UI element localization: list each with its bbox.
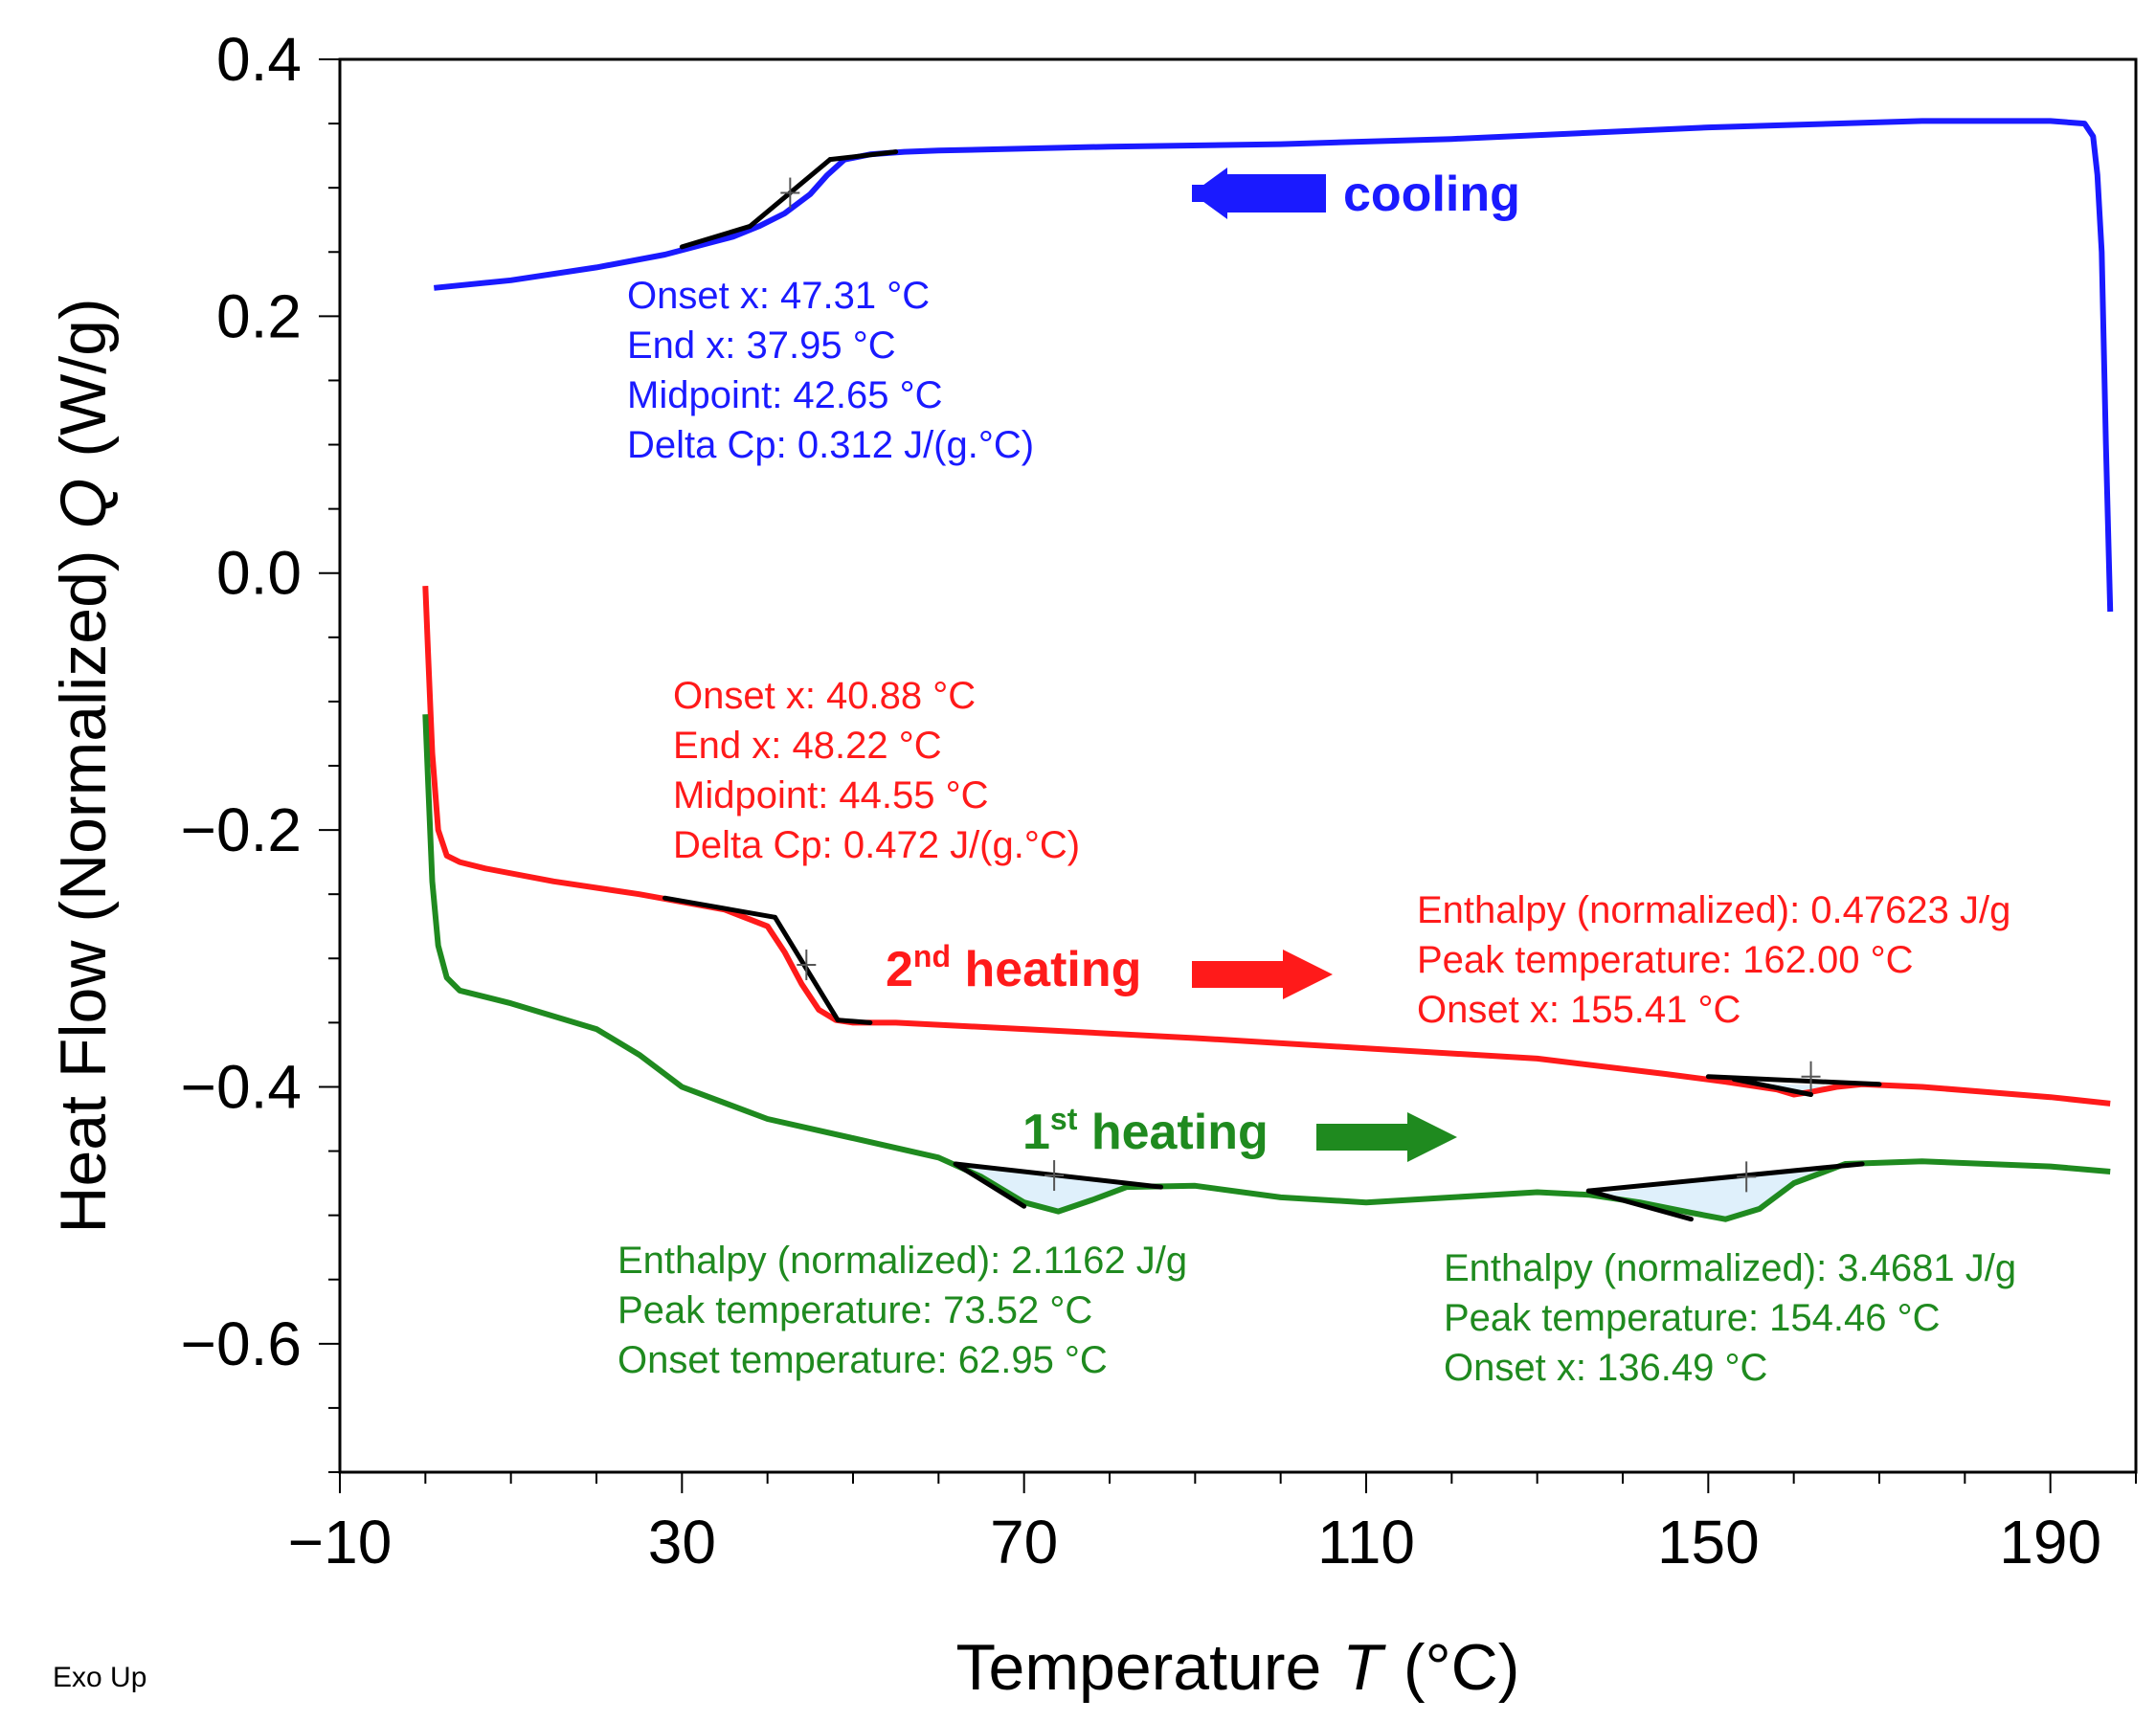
first-heating-label-word: heating bbox=[1077, 1105, 1268, 1160]
second-heating-midpoint-text: Midpoint: 44.55 °C bbox=[673, 774, 989, 816]
first-heating-peak2-tangent bbox=[1585, 1188, 1694, 1222]
second-heating-peak-onset-text: Onset x: 155.41 °C bbox=[1417, 989, 1741, 1031]
first-heating-peak2-marker bbox=[1737, 1161, 1757, 1193]
y-tick-label: 0.0 bbox=[216, 539, 302, 608]
first-heating-peak2-temp-text: Peak temperature: 154.46 °C bbox=[1444, 1297, 1941, 1339]
first-heating-arrow-shaft bbox=[1316, 1124, 1412, 1151]
second-heating-deltacp-text: Delta Cp: 0.472 J/(g.°C) bbox=[673, 824, 1080, 866]
first-heating-series-line bbox=[422, 714, 2111, 1222]
y-axis-title: Heat Flow (Normalized) Q (W/g) bbox=[47, 298, 120, 1233]
y-tick-label: 0.4 bbox=[216, 25, 302, 94]
first-heating-label: 1st heating bbox=[1022, 1102, 1457, 1162]
second-heating-arrow-shaft bbox=[1192, 961, 1288, 988]
second-heating-peak-annotation: Enthalpy (normalized): 0.47623 J/g Peak … bbox=[1417, 889, 2010, 1031]
x-tick-label: 70 bbox=[990, 1508, 1058, 1577]
cooling-tangent-low bbox=[679, 223, 752, 250]
cooling-deltacp-text: Delta Cp: 0.312 J/(g.°C) bbox=[627, 424, 1034, 466]
second-heating-peak-tangent bbox=[1731, 1076, 1814, 1098]
first-heating-peak2-onset-text: Onset x: 136.49 °C bbox=[1444, 1347, 1767, 1389]
x-tick-label: 110 bbox=[1317, 1508, 1415, 1577]
x-axis-title-unit: (°C) bbox=[1404, 1631, 1520, 1704]
y-axis-title-text: Heat Flow (Normalized) bbox=[47, 549, 120, 1233]
cooling-onset-text: Onset x: 47.31 °C bbox=[627, 275, 930, 317]
cooling-label: cooling bbox=[1192, 167, 1520, 222]
second-heating-midpoint-marker bbox=[797, 949, 817, 980]
first-heating-label-text: 1st heating bbox=[1022, 1102, 1269, 1160]
first-heating-peak1-enthalpy-text: Enthalpy (normalized): 2.1162 J/g bbox=[618, 1240, 1187, 1282]
second-heating-label-text: 2nd heating bbox=[886, 939, 1141, 997]
x-tick-label: 30 bbox=[648, 1508, 716, 1577]
first-heating-peak1-temp-text: Peak temperature: 73.52 °C bbox=[618, 1289, 1092, 1331]
first-heating-label-num: 1 bbox=[1022, 1105, 1050, 1160]
first-heating-peak1-annotation: Enthalpy (normalized): 2.1162 J/g Peak t… bbox=[618, 1240, 1187, 1381]
first-heating-label-sup: st bbox=[1050, 1102, 1078, 1136]
first-heating-peak2-baseline bbox=[1585, 1161, 1865, 1194]
y-axis-title-symbol: Q bbox=[47, 479, 120, 529]
second-heating-tangent-high bbox=[835, 1018, 873, 1025]
x-axis-title-text: Temperature bbox=[956, 1631, 1322, 1704]
cooling-tangent-high bbox=[827, 149, 899, 163]
cooling-label-text: cooling bbox=[1343, 167, 1520, 222]
second-heating-label: 2nd heating bbox=[886, 939, 1333, 999]
x-tick-label: 150 bbox=[1657, 1508, 1760, 1577]
y-axis-ticks: 0.4 0.2 0.0 −0.2 −0.4 −0.6 bbox=[181, 25, 340, 1473]
exo-up-note: Exo Up bbox=[53, 1662, 146, 1693]
y-tick-label: −0.2 bbox=[181, 795, 302, 864]
first-heating-peak1-shading bbox=[955, 1165, 1161, 1212]
second-heating-label-word: heating bbox=[951, 942, 1141, 997]
second-heating-enthalpy-text: Enthalpy (normalized): 0.47623 J/g bbox=[1417, 889, 2010, 931]
second-heating-tg-annotation: Onset x: 40.88 °C End x: 48.22 °C Midpoi… bbox=[673, 675, 1080, 866]
second-heating-tangent-low bbox=[662, 895, 778, 920]
x-axis-title: Temperature T (°C) bbox=[956, 1631, 1520, 1704]
y-axis-title-unit: (W/g) bbox=[47, 298, 120, 457]
first-heating-peak2-annotation: Enthalpy (normalized): 3.4681 J/g Peak t… bbox=[1444, 1247, 2016, 1389]
cooling-annotation: Onset x: 47.31 °C End x: 37.95 °C Midpoi… bbox=[627, 275, 1034, 466]
second-heating-label-num: 2 bbox=[886, 942, 913, 997]
x-axis-title-symbol: T bbox=[1342, 1631, 1386, 1704]
first-heating-peak1-onset-text: Onset temperature: 62.95 °C bbox=[618, 1339, 1108, 1381]
cooling-series-line bbox=[434, 118, 2114, 613]
cooling-end-text: End x: 37.95 °C bbox=[627, 324, 896, 367]
y-tick-label: −0.4 bbox=[181, 1052, 302, 1121]
first-heating-arrow-right-icon bbox=[1407, 1112, 1457, 1162]
x-tick-label: −10 bbox=[288, 1508, 393, 1577]
y-tick-label: 0.2 bbox=[216, 281, 302, 350]
second-heating-peak-marker bbox=[1801, 1061, 1821, 1092]
y-tick-label: −0.6 bbox=[181, 1309, 302, 1378]
first-heating-peak1-tangent bbox=[953, 1161, 1027, 1209]
cooling-midpoint-text: Midpoint: 42.65 °C bbox=[627, 374, 943, 416]
x-axis-ticks: −10 30 70 110 150 190 bbox=[288, 1472, 2137, 1577]
first-heating-peak1-marker bbox=[1044, 1160, 1065, 1192]
x-tick-label: 190 bbox=[1999, 1508, 2101, 1577]
second-heating-label-sup: nd bbox=[913, 939, 951, 973]
second-heating-arrow-right-icon bbox=[1283, 950, 1333, 999]
cooling-arrowhead bbox=[1192, 168, 1227, 219]
second-heating-onset-text: Onset x: 40.88 °C bbox=[673, 675, 976, 717]
second-heating-end-text: End x: 48.22 °C bbox=[673, 725, 942, 767]
second-heating-peak-temp-text: Peak temperature: 162.00 °C bbox=[1417, 939, 1914, 981]
first-heating-peak2-enthalpy-text: Enthalpy (normalized): 3.4681 J/g bbox=[1444, 1247, 2016, 1289]
cooling-midpoint-marker bbox=[780, 177, 800, 209]
